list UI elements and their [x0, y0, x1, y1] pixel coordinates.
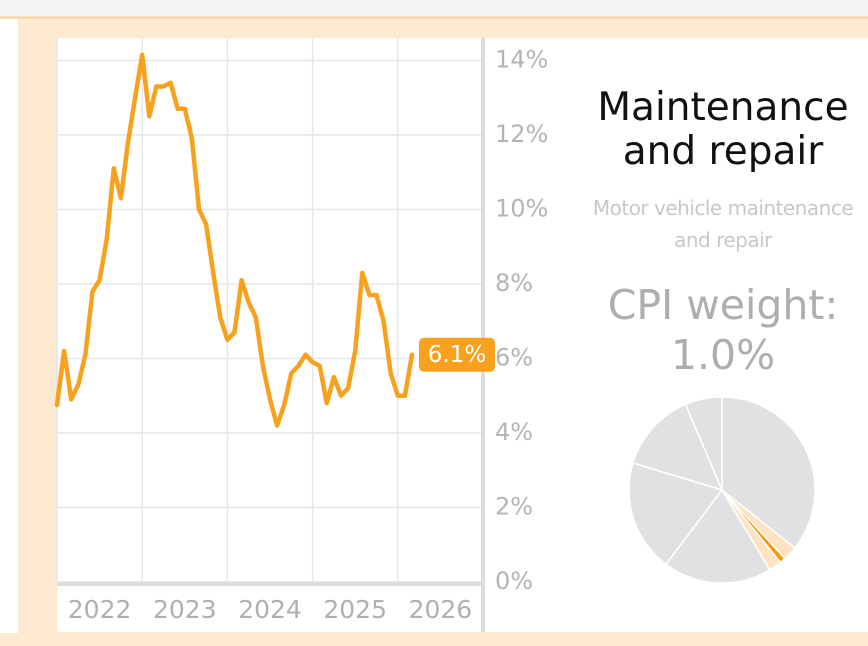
left-edge — [0, 19, 18, 633]
y-tick-label: 4% — [495, 418, 533, 446]
title: Maintenance and repair — [597, 85, 849, 174]
y-tick-label: 6% — [495, 343, 533, 371]
y-tick-label: 10% — [495, 194, 548, 222]
y-tick-label: 8% — [495, 269, 533, 297]
pie-slice — [664, 488, 771, 584]
weight-label: CPI weight: — [607, 281, 839, 329]
weight-value: 1.0% — [670, 331, 776, 379]
value-label-box — [419, 337, 495, 372]
pie-slice — [721, 396, 816, 549]
x-tick-label: 2023 — [153, 595, 217, 624]
pie-slice — [628, 461, 724, 566]
line — [54, 52, 415, 428]
pie-slice — [684, 396, 723, 491]
x-tick-label: 2026 — [409, 595, 473, 624]
top-bar — [0, 0, 868, 17]
subtitle: Motor vehicle maintenance and repair — [592, 196, 854, 252]
weight: CPI weight: 1.0% — [578, 280, 868, 380]
pie-slice — [632, 403, 724, 492]
y-tick-label: 12% — [495, 120, 548, 148]
x-tick-label: 2024 — [238, 595, 302, 624]
y-tick-label: 0% — [495, 567, 533, 595]
x-tick-label: 2022 — [68, 595, 132, 624]
y-tick-label: 2% — [495, 492, 533, 520]
y-tick-label: 14% — [495, 45, 548, 73]
value-label: 6.1% — [428, 342, 486, 368]
x-tick-label: 2025 — [323, 595, 387, 624]
